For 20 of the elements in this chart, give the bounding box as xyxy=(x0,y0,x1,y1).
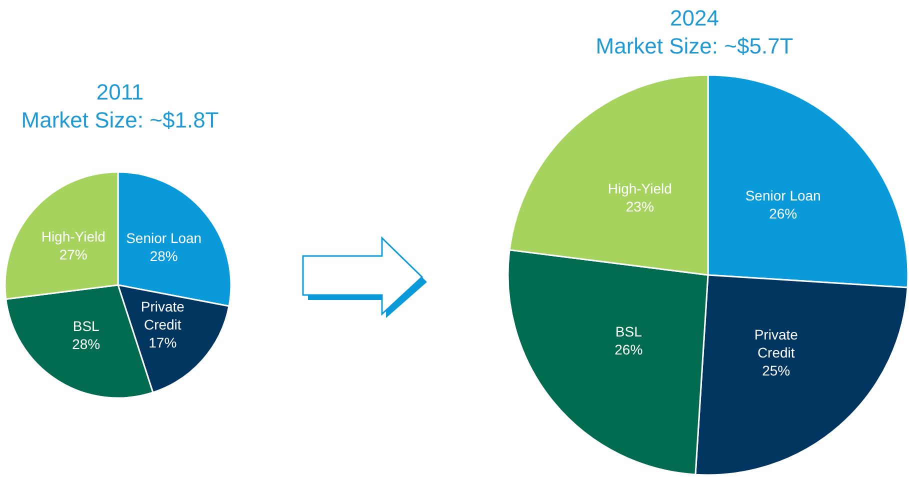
data-label: 28% xyxy=(72,336,100,352)
slice-label: BSL xyxy=(615,324,642,340)
slice-label: Private Credit xyxy=(754,326,798,360)
chart-title: 2024 xyxy=(670,6,719,30)
slice-label: High-Yield xyxy=(608,180,672,197)
slice-label: BSL xyxy=(72,318,100,334)
slice-label: High-Yield xyxy=(41,228,106,245)
data-label: 17% xyxy=(148,334,177,350)
slice-label: Senior Loan xyxy=(126,230,202,246)
slice-label: Private Credit xyxy=(140,298,185,332)
data-label: 25% xyxy=(762,362,790,378)
chart-subtitle: Market Size: ~$1.8T xyxy=(21,108,219,132)
data-label: 28% xyxy=(150,248,178,264)
chart-title: 2011 xyxy=(96,80,144,104)
data-label: 26% xyxy=(769,205,798,222)
chart-subtitle: Market Size: ~$5.7T xyxy=(596,34,794,58)
slice-label: Senior Loan xyxy=(745,187,821,204)
data-label: 27% xyxy=(59,246,88,263)
data-label: 26% xyxy=(614,342,643,358)
data-label: 23% xyxy=(626,198,654,215)
